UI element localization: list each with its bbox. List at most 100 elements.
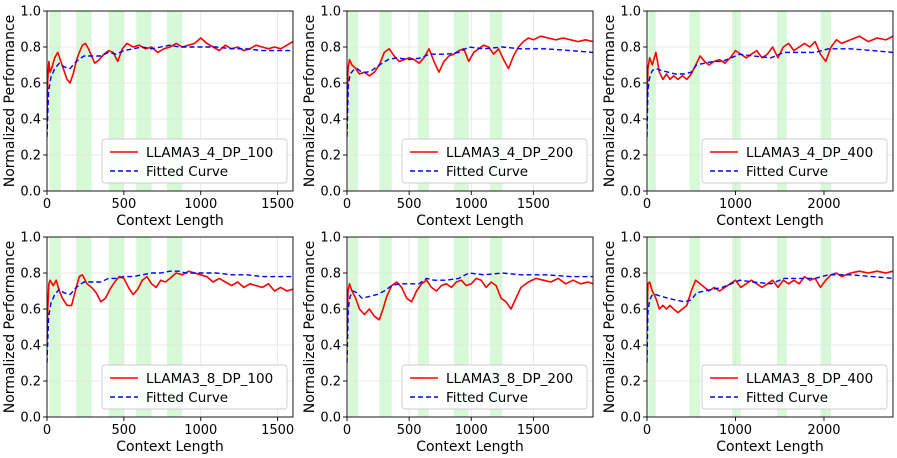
chart-panel-3: 0 1000 2000 0.0 0.2 0.4 0.6 0.8 1.0 Context Lengt… bbox=[602, 5, 894, 229]
y-tick-label: 0.6 bbox=[20, 77, 41, 92]
x-tick-label: 2000 bbox=[807, 423, 840, 438]
fitted-curve-line bbox=[47, 44, 293, 138]
x-axis-label: Context Length bbox=[716, 439, 824, 455]
legend-entry-label: LLAMA3_8_DP_400 bbox=[746, 371, 873, 387]
y-tick-label: 0.4 bbox=[320, 113, 341, 128]
legend-box bbox=[401, 138, 588, 184]
legend-box bbox=[101, 138, 288, 184]
fitted-curve-line bbox=[47, 270, 293, 364]
y-tick-label: 0.2 bbox=[620, 149, 641, 164]
x-tick-label: 1000 bbox=[455, 423, 488, 438]
y-axis-label: Normalized Performance bbox=[2, 241, 18, 414]
legend-box bbox=[401, 364, 588, 410]
y-tick-label: 0.4 bbox=[20, 339, 41, 354]
x-tick-label: 0 bbox=[343, 423, 351, 438]
x-axis-label: Context Length bbox=[416, 213, 524, 229]
y-tick-label: 0.8 bbox=[20, 267, 41, 282]
fitted-curve-line bbox=[347, 272, 593, 364]
shaded-band bbox=[379, 237, 392, 417]
legend: LLAMA3_4_DP_200 Fitted Curve bbox=[401, 138, 588, 184]
shaded-band bbox=[731, 11, 741, 191]
y-tick-label: 0.8 bbox=[320, 41, 341, 56]
legend-entry-label: LLAMA3_4_DP_200 bbox=[446, 145, 573, 161]
shaded-band bbox=[417, 11, 429, 191]
x-axis-label: Context Length bbox=[416, 439, 524, 455]
performance-line bbox=[47, 270, 293, 342]
legend-entry-label: Fitted Curve bbox=[446, 390, 528, 406]
chart-panel-5: 0 500 1000 1500 0.0 0.2 0.4 0.6 0.8 1.0 Context Le… bbox=[302, 231, 594, 455]
y-tick-label: 0.2 bbox=[20, 149, 41, 164]
fitted-curve-line bbox=[647, 274, 893, 364]
chart-panel-2: 0 500 1000 1500 0.0 0.2 0.4 0.6 0.8 1.0 Context Le… bbox=[302, 5, 594, 229]
y-tick-label: 0.4 bbox=[320, 339, 341, 354]
y-axis-label: Normalized Performance bbox=[302, 241, 318, 414]
shaded-band bbox=[689, 11, 701, 191]
y-tick-label: 0.2 bbox=[320, 375, 341, 390]
y-tick-label: 1.0 bbox=[320, 231, 341, 246]
legend-entry-label: LLAMA3_8_DP_100 bbox=[146, 371, 273, 387]
y-tick-label: 0.8 bbox=[620, 267, 641, 282]
y-tick-label: 0.4 bbox=[620, 339, 641, 354]
plot-frame bbox=[646, 10, 894, 192]
legend: LLAMA3_8_DP_100 Fitted Curve bbox=[101, 364, 288, 410]
shaded-band bbox=[731, 237, 741, 417]
x-tick-label: 2000 bbox=[807, 197, 840, 212]
y-tick-label: 0.8 bbox=[620, 41, 641, 56]
y-tick-label: 1.0 bbox=[20, 5, 41, 20]
shaded-band bbox=[648, 11, 656, 191]
legend-entry-label: LLAMA3_4_DP_100 bbox=[146, 145, 273, 161]
x-tick-label: 0 bbox=[643, 197, 651, 212]
performance-line bbox=[347, 277, 593, 338]
x-tick-label: 0 bbox=[43, 197, 51, 212]
shaded-band bbox=[348, 11, 359, 191]
x-axis-label: Context Length bbox=[716, 213, 824, 229]
y-tick-label: 0.6 bbox=[20, 303, 41, 318]
y-tick-label: 0.6 bbox=[620, 303, 641, 318]
chart-panel-1: 0 500 1000 1500 0.0 0.2 0.4 0.6 0.8 1.0 Context Le… bbox=[2, 5, 294, 230]
x-tick-label: 1500 bbox=[517, 423, 550, 438]
x-tick-label: 1500 bbox=[261, 423, 294, 438]
x-tick-label: 500 bbox=[397, 423, 422, 438]
x-tick-label: 1000 bbox=[455, 197, 488, 212]
y-tick-label: 1.0 bbox=[620, 5, 641, 20]
x-tick-label: 1000 bbox=[719, 197, 752, 212]
shaded-band bbox=[777, 11, 787, 191]
y-tick-label: 0.0 bbox=[20, 411, 41, 426]
y-tick-label: 0.4 bbox=[620, 113, 641, 128]
x-axis-label: Context Length bbox=[116, 439, 224, 455]
legend: LLAMA3_4_DP_400 Fitted Curve bbox=[701, 138, 888, 184]
plot-frame bbox=[346, 10, 594, 192]
legend-entry-label: Fitted Curve bbox=[746, 390, 828, 406]
y-tick-label: 0.8 bbox=[20, 41, 41, 56]
shaded-band bbox=[648, 237, 656, 417]
y-tick-label: 0.0 bbox=[620, 185, 641, 200]
x-tick-label: 0 bbox=[643, 423, 651, 438]
shaded-band bbox=[76, 11, 92, 191]
x-tick-label: 500 bbox=[111, 423, 136, 438]
y-axis-label: Normalized Performance bbox=[602, 15, 618, 188]
y-tick-label: 0.0 bbox=[620, 411, 641, 426]
legend-box bbox=[701, 138, 888, 184]
shaded-band bbox=[820, 11, 832, 191]
shaded-band bbox=[49, 237, 61, 417]
y-tick-label: 1.0 bbox=[620, 231, 641, 246]
plot-frame bbox=[646, 236, 894, 418]
y-tick-label: 1.0 bbox=[320, 5, 341, 20]
legend-entry-label: Fitted Curve bbox=[746, 164, 828, 180]
y-tick-label: 0.2 bbox=[620, 375, 641, 390]
shaded-band bbox=[777, 237, 787, 417]
x-tick-label: 0 bbox=[343, 197, 351, 212]
plot-area bbox=[647, 237, 893, 417]
fitted-curve-line bbox=[347, 46, 593, 138]
shaded-band bbox=[689, 237, 701, 417]
y-tick-label: 0.0 bbox=[20, 185, 41, 200]
plot-frame bbox=[46, 10, 294, 192]
legend-entry-label: Fitted Curve bbox=[446, 164, 528, 180]
performance-line bbox=[347, 35, 593, 116]
plot-frame bbox=[46, 236, 294, 418]
legend-box bbox=[101, 364, 288, 410]
plot-area bbox=[347, 237, 593, 417]
y-tick-label: 0.6 bbox=[620, 77, 641, 92]
shaded-band bbox=[379, 11, 392, 191]
